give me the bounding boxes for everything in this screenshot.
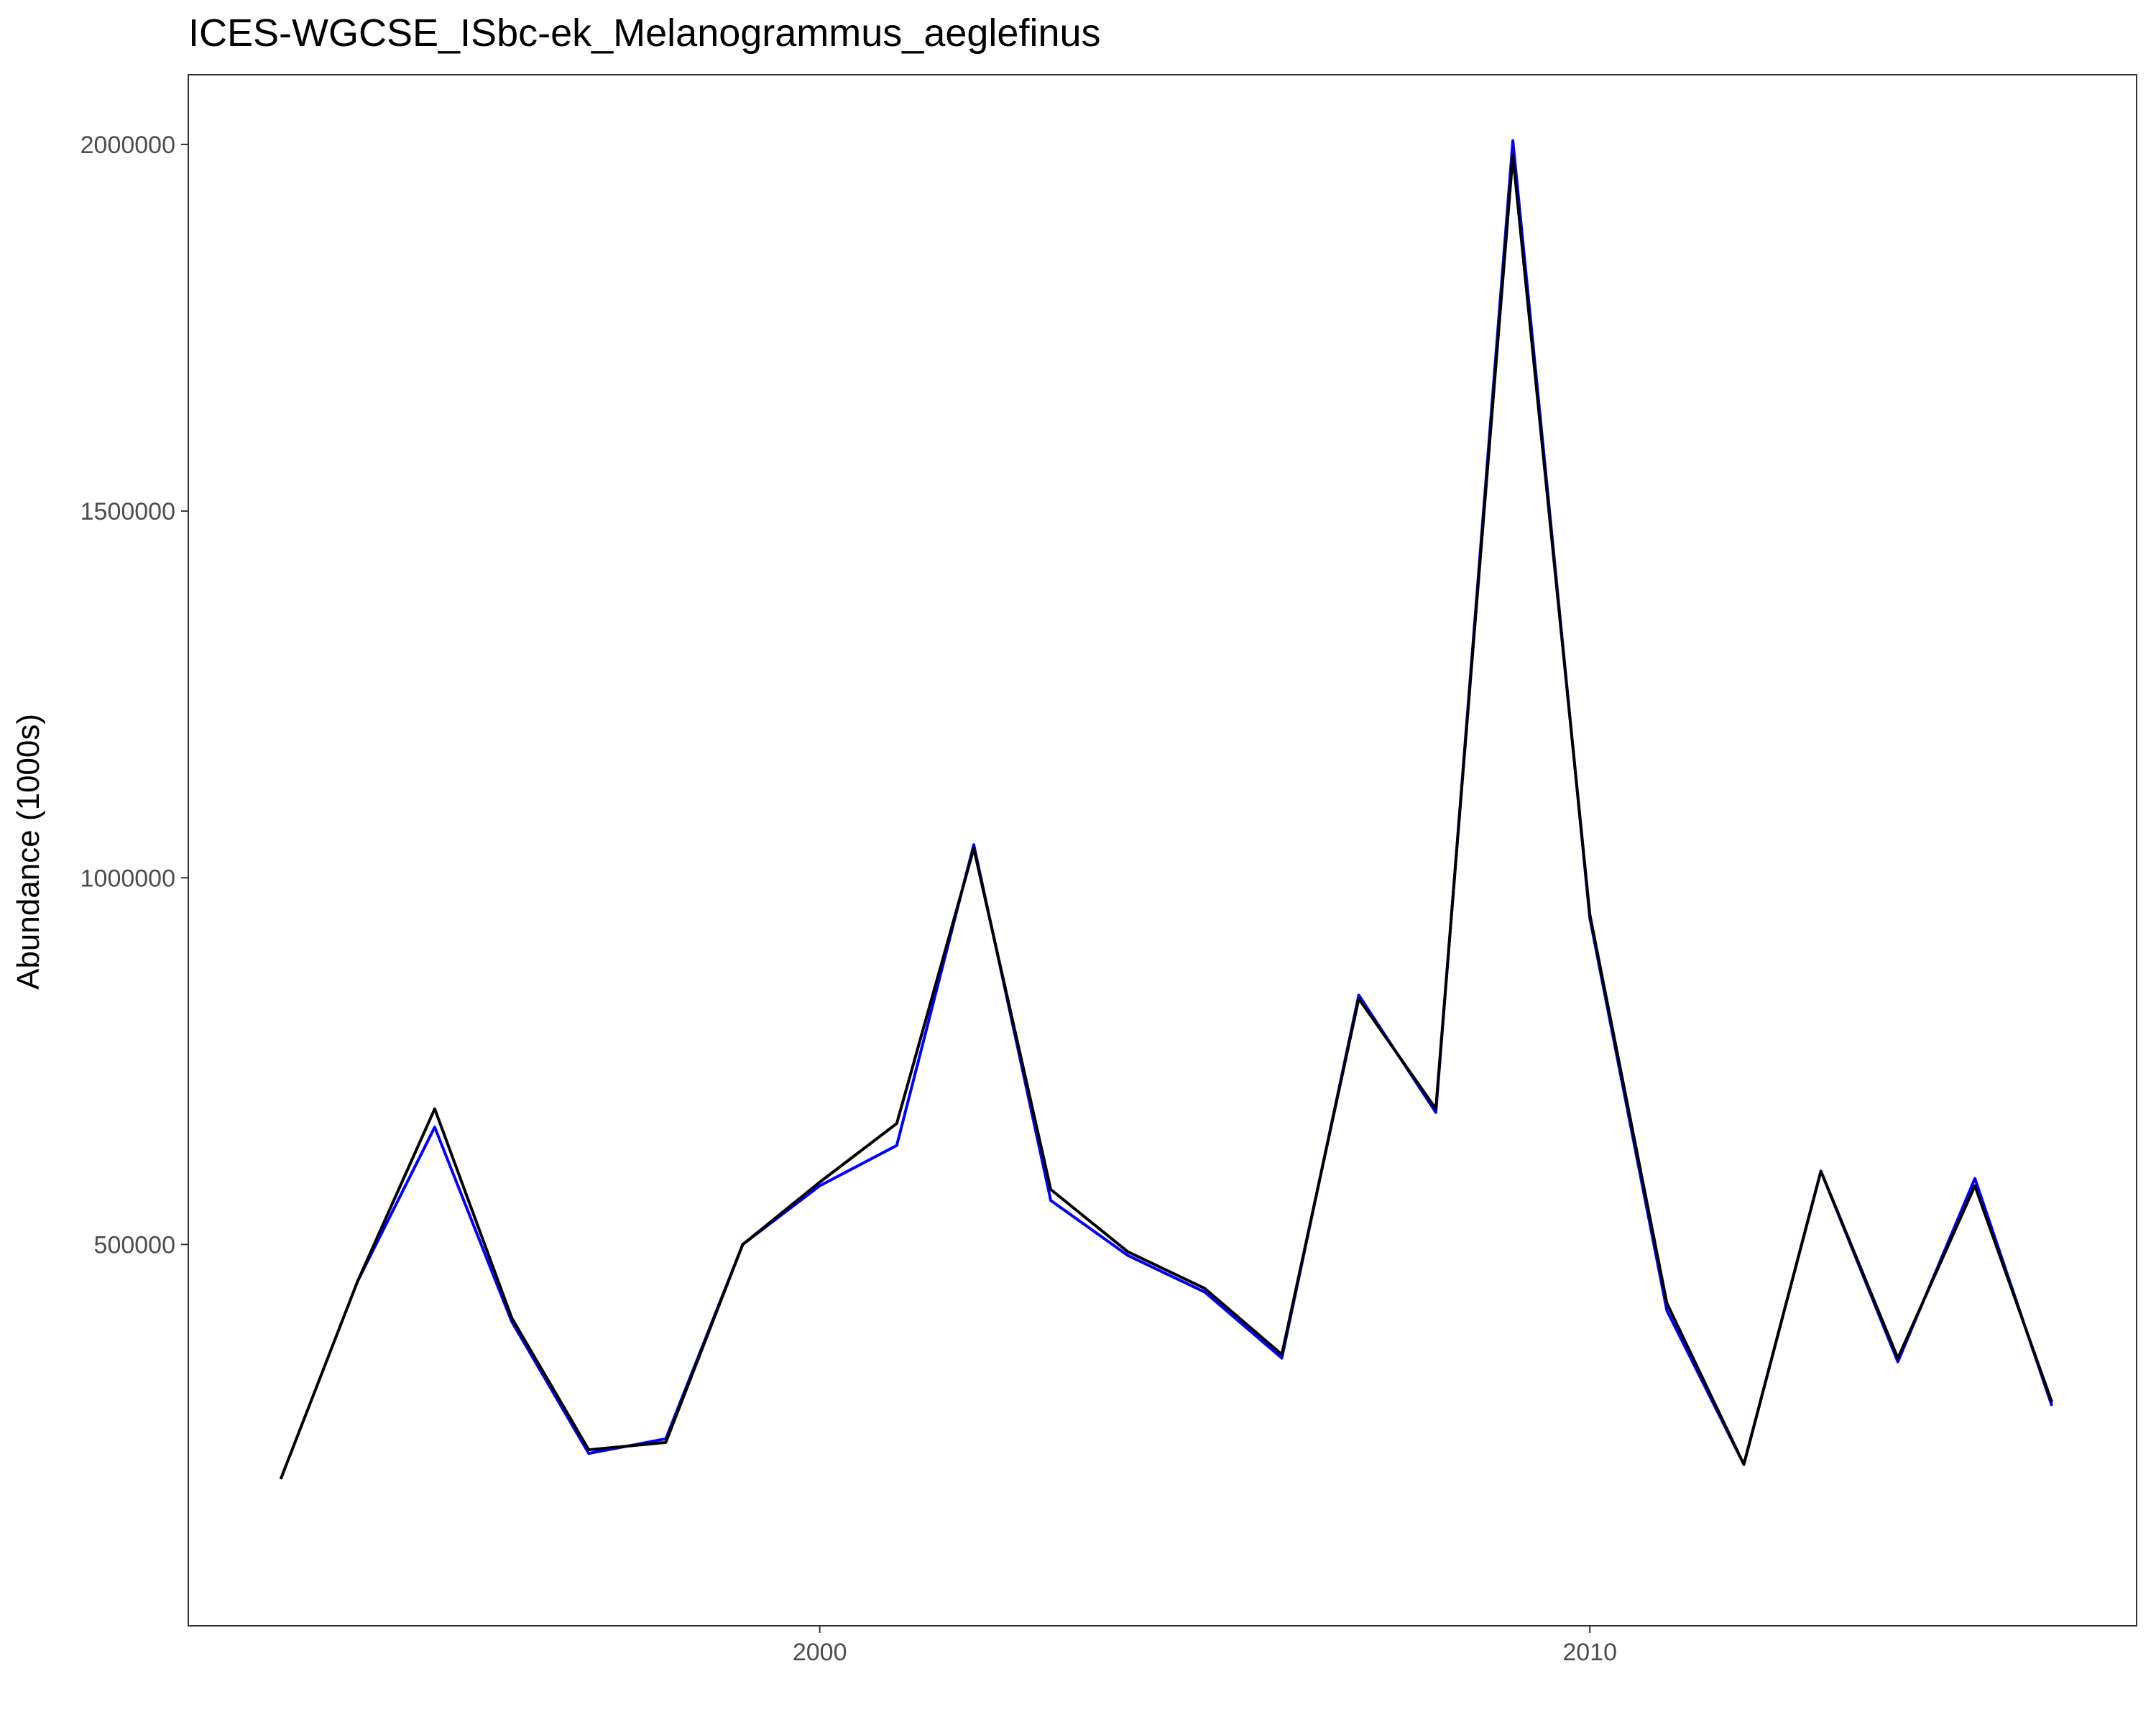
y-axis-label: Abundance (1000s) <box>11 714 46 990</box>
plot-area: 500000 1000000 1500000 2000000 2000 2010 <box>80 132 2053 1666</box>
y-tick-label: 500000 <box>94 1231 175 1259</box>
x-tick-label: 2010 <box>1562 1639 1617 1666</box>
chart-title: ICES-WGCSE_ISbc-ek_Melanogrammus_aeglefi… <box>188 12 1101 55</box>
x-tick-label: 2000 <box>793 1639 847 1666</box>
y-tick-label: 1500000 <box>80 498 175 525</box>
y-tick-label: 2000000 <box>80 132 175 159</box>
y-tick-label: 1000000 <box>80 865 175 892</box>
plot-panel-border <box>188 74 2137 1627</box>
series-line-2 <box>279 154 2053 1480</box>
series-line-1 <box>356 139 2053 1466</box>
